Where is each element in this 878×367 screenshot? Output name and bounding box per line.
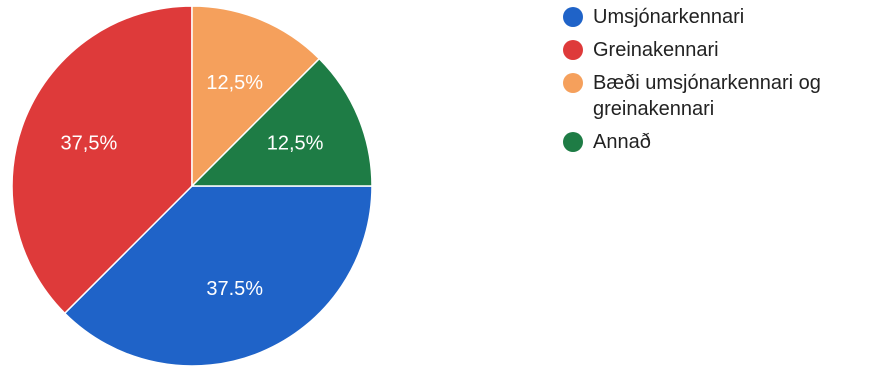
legend-swatch — [563, 73, 583, 93]
pie-slice-3 — [191, 5, 321, 188]
legend-item: Annað — [563, 129, 873, 155]
slice-percent-label: 12,5% — [206, 72, 263, 94]
pie-slice-1 — [63, 185, 373, 367]
slice-percent-label: 12,5% — [267, 132, 324, 154]
legend-label: Greinakennari — [593, 39, 719, 61]
legend-label: Annað — [593, 131, 651, 153]
chart-legend: Umsjónarkennari Greinakennari Bæði umsjóna… — [563, 4, 873, 162]
legend-item: Umsjónarkennari — [563, 4, 873, 30]
pie-slice-2 — [11, 5, 193, 315]
slice-percent-label: 37,5% — [61, 132, 118, 154]
legend-swatch — [563, 7, 583, 27]
legend-swatch — [563, 40, 583, 60]
pie-slice-4 — [190, 57, 373, 187]
legend-swatch — [563, 132, 583, 152]
pie-plot-area: 37.5% 37,5% 12,5% 12,5% — [11, 5, 373, 367]
legend-label: Bæði umsjónarkennari og greinakennari — [593, 72, 821, 120]
legend-item: Bæði umsjónarkennari og greinakennari — [563, 70, 873, 122]
legend-label: Umsjónarkennari — [593, 6, 745, 28]
slice-percent-label: 37.5% — [206, 278, 263, 300]
legend-item: Greinakennari — [563, 37, 873, 63]
